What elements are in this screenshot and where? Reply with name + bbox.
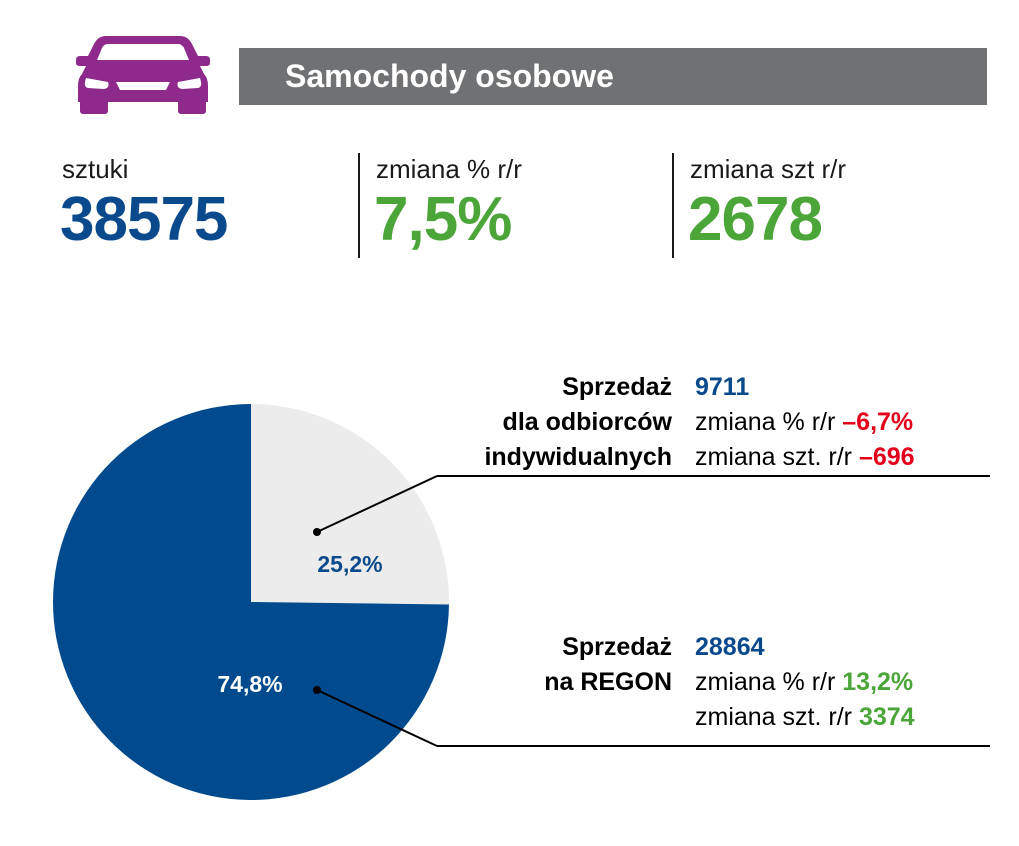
pct-label: zmiana % r/r: [695, 408, 836, 436]
slice-label-regon: 74,8%: [217, 671, 282, 697]
stat-divider: [672, 153, 674, 258]
block-title-individual: Sprzedaż dla odbiorców indywidualnych: [484, 370, 672, 475]
leader-line-individual: [316, 475, 438, 533]
block-title-line: dla odbiorców: [502, 408, 672, 436]
szt-label: zmiana szt. r/r: [695, 703, 852, 731]
stat-value-szt: 2678: [688, 185, 823, 254]
pct-row-regon: zmiana % r/r 13,2%: [695, 665, 915, 700]
slice-label-individual: 25,2%: [317, 551, 382, 577]
page-title: Samochody osobowe: [285, 58, 614, 94]
szt-row-regon: zmiana szt. r/r 3374: [695, 700, 915, 735]
count-regon: 28864: [695, 633, 765, 661]
stat-label-sztuki: sztuki: [62, 154, 129, 184]
szt-value: 3374: [858, 703, 915, 731]
stat-divider: [358, 153, 360, 258]
pct-value: 13,2%: [842, 668, 914, 696]
stat-value-pct: 7,5%: [374, 185, 512, 254]
block-title-regon: Sprzedaż na REGON: [544, 630, 672, 700]
szt-label: zmiana szt. r/r: [695, 443, 852, 471]
leader-dot-regon: [313, 686, 321, 694]
block-details-regon: 28864 zmiana % r/r 13,2% zmiana szt. r/r…: [695, 630, 915, 735]
pct-value: –6,7%: [842, 408, 914, 436]
block-title-line: Sprzedaż: [562, 633, 672, 661]
block-title-line: Sprzedaż: [562, 373, 672, 401]
stat-value-sztuki: 38575: [60, 185, 228, 254]
pct-row-individual: zmiana % r/r –6,7%: [695, 405, 915, 440]
pie-slice-regon: [53, 404, 449, 800]
szt-row-individual: zmiana szt. r/r –696: [695, 440, 915, 475]
block-details-individual: 9711 zmiana % r/r –6,7% zmiana szt. r/r …: [695, 370, 915, 475]
block-title-line: indywidualnych: [484, 443, 672, 471]
block-title-line: na REGON: [544, 668, 672, 696]
stat-label-pct: zmiana % r/r: [376, 154, 522, 184]
count-individual: 9711: [695, 373, 750, 401]
stat-label-szt: zmiana szt r/r: [690, 154, 847, 184]
leader-dot-individual: [313, 528, 321, 536]
car-icon: [76, 36, 210, 114]
leader-line-regon: [316, 689, 438, 747]
pct-label: zmiana % r/r: [695, 668, 836, 696]
szt-value: –696: [858, 443, 915, 471]
pie-slice-individual: [251, 404, 449, 605]
title-bar: [239, 48, 987, 105]
